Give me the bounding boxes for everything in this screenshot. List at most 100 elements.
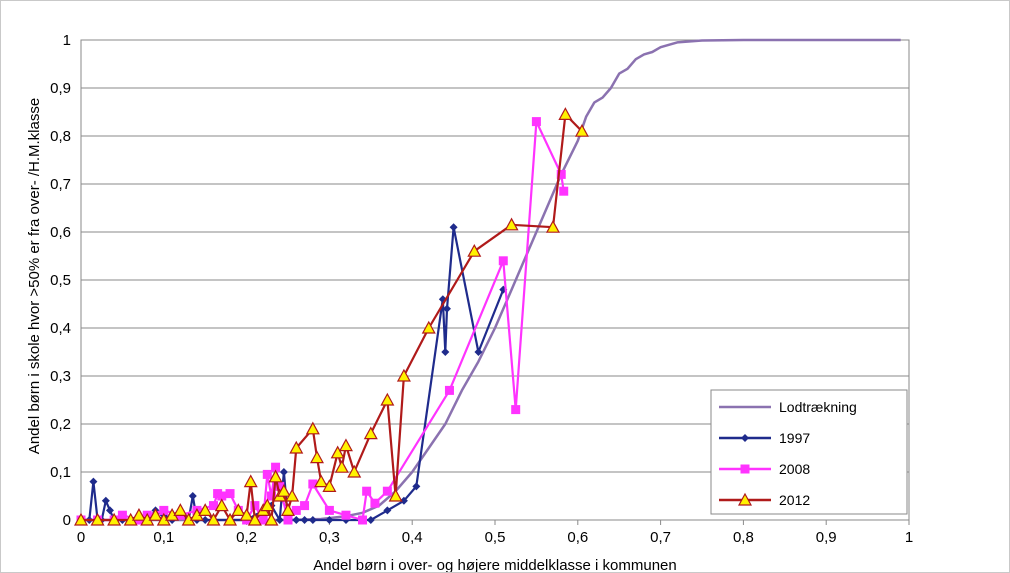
data-point-2008 [283,515,293,525]
data-point-2012 [231,503,246,516]
data-point-2008 [511,405,521,415]
data-point-2012 [148,507,163,521]
data-point-2012 [214,498,229,512]
data-point-1997 [308,516,317,524]
data-point-2012 [380,392,395,406]
data-point-2012 [396,368,411,382]
data-point-1997 [275,516,284,524]
data-point-1997 [188,492,197,500]
legend-marker-2012 [737,492,753,506]
data-point-1997 [292,516,301,524]
y-tick-label: 0,2 [50,416,71,433]
data-point-1997 [105,506,114,515]
y-tick-labels: 0 0,1 0,2 0,3 0,4 0,5 0,6 0,7 0,8 0,9 1 [50,32,71,529]
data-point-2008 [159,505,169,515]
data-point-2012 [131,507,146,521]
legend: Lodtrækning 1997 2008 2012 [710,389,908,515]
data-point-2008 [531,117,541,127]
y-tick-label: 0,3 [50,368,71,385]
y-tick-label: 0,4 [50,320,71,337]
legend-label-1997: 1997 [779,430,810,446]
data-point-2012 [330,445,345,459]
data-point-2012 [289,440,304,454]
y-tick-label: 1 [63,32,71,49]
data-point-2008 [498,256,508,266]
y-tick-label: 0,6 [50,224,71,241]
data-point-1997 [441,348,450,356]
data-point-2012 [206,512,221,526]
x-tick-label: 0 [77,529,85,546]
data-point-2012 [223,512,238,526]
data-point-2008 [262,469,272,479]
data-point-1997 [89,477,98,486]
x-tick-label: 0,2 [236,529,257,546]
x-tick-labels: 0 0,1 0,2 0,3 0,4 0,5 0,6 0,7 0,8 0,9 1 [77,520,913,546]
legend-label-2008: 2008 [779,461,810,477]
data-point-1997 [412,482,421,491]
data-point-2008 [358,515,368,525]
data-point-2008 [341,510,351,520]
data-point-2012 [90,512,105,526]
data-point-2008 [324,505,334,515]
y-tick-label: 0,8 [50,128,71,145]
legend-marker-1997 [741,434,749,442]
legend-marker-2008 [740,464,750,474]
data-point-2012 [276,483,291,497]
data-point-2012 [338,438,353,452]
y-tick-label: 0,5 [50,272,71,289]
data-point-2012 [247,512,262,526]
data-point-1997 [449,223,458,232]
data-point-1997 [442,304,451,313]
data-point-2012 [334,459,349,473]
data-point-2008 [444,385,454,395]
data-point-1997 [383,506,392,515]
x-tick-label: 1 [905,529,913,546]
data-point-2008 [258,515,268,525]
data-point-2012 [421,320,436,334]
data-point-1997 [300,516,309,524]
y-tick-label: 0,9 [50,80,71,97]
data-point-2008 [300,501,310,511]
data-point-2008 [362,486,372,496]
data-point-2012 [243,474,258,488]
x-axis-title: Andel børn i over- og højere middelklass… [313,557,677,572]
data-point-2012 [347,464,362,478]
x-tick-label: 0,7 [650,529,671,546]
data-point-2012 [504,217,519,231]
data-point-2008 [208,501,218,511]
data-point-2012 [173,503,188,516]
y-tick-label: 0 [63,512,71,529]
data-point-2012 [198,503,213,516]
data-point-2012 [558,107,573,120]
data-point-1997 [366,516,375,524]
data-point-2012 [268,469,283,483]
legend-label-lodtr-kning: Lodtrækning [779,399,857,415]
data-point-2012 [107,512,122,526]
data-point-2008 [217,491,227,501]
y-tick-label: 0,1 [50,464,71,481]
data-point-1997 [101,496,110,505]
data-point-2012 [574,123,589,137]
series-2012 [73,107,589,526]
data-point-2008 [225,489,235,499]
y-axis-title: Andel børn i skole hvor >50% er fra over… [26,98,43,454]
x-tick-label: 0,5 [485,529,506,546]
x-tick-label: 0,8 [733,529,754,546]
data-point-1997 [474,348,483,356]
data-point-2012 [239,507,254,521]
legend-box [710,389,908,515]
data-point-2012 [305,421,320,435]
data-point-2012 [314,474,329,488]
data-point-2008 [271,462,281,472]
data-point-2008 [382,486,392,496]
data-point-2012 [260,498,275,512]
data-point-2012 [309,450,324,464]
data-point-2008 [250,501,260,511]
data-point-1997 [399,496,408,505]
x-tick-label: 0,3 [319,529,340,546]
data-point-2012 [545,219,560,233]
x-tick-label: 0,1 [153,529,174,546]
data-point-2008 [308,479,318,489]
